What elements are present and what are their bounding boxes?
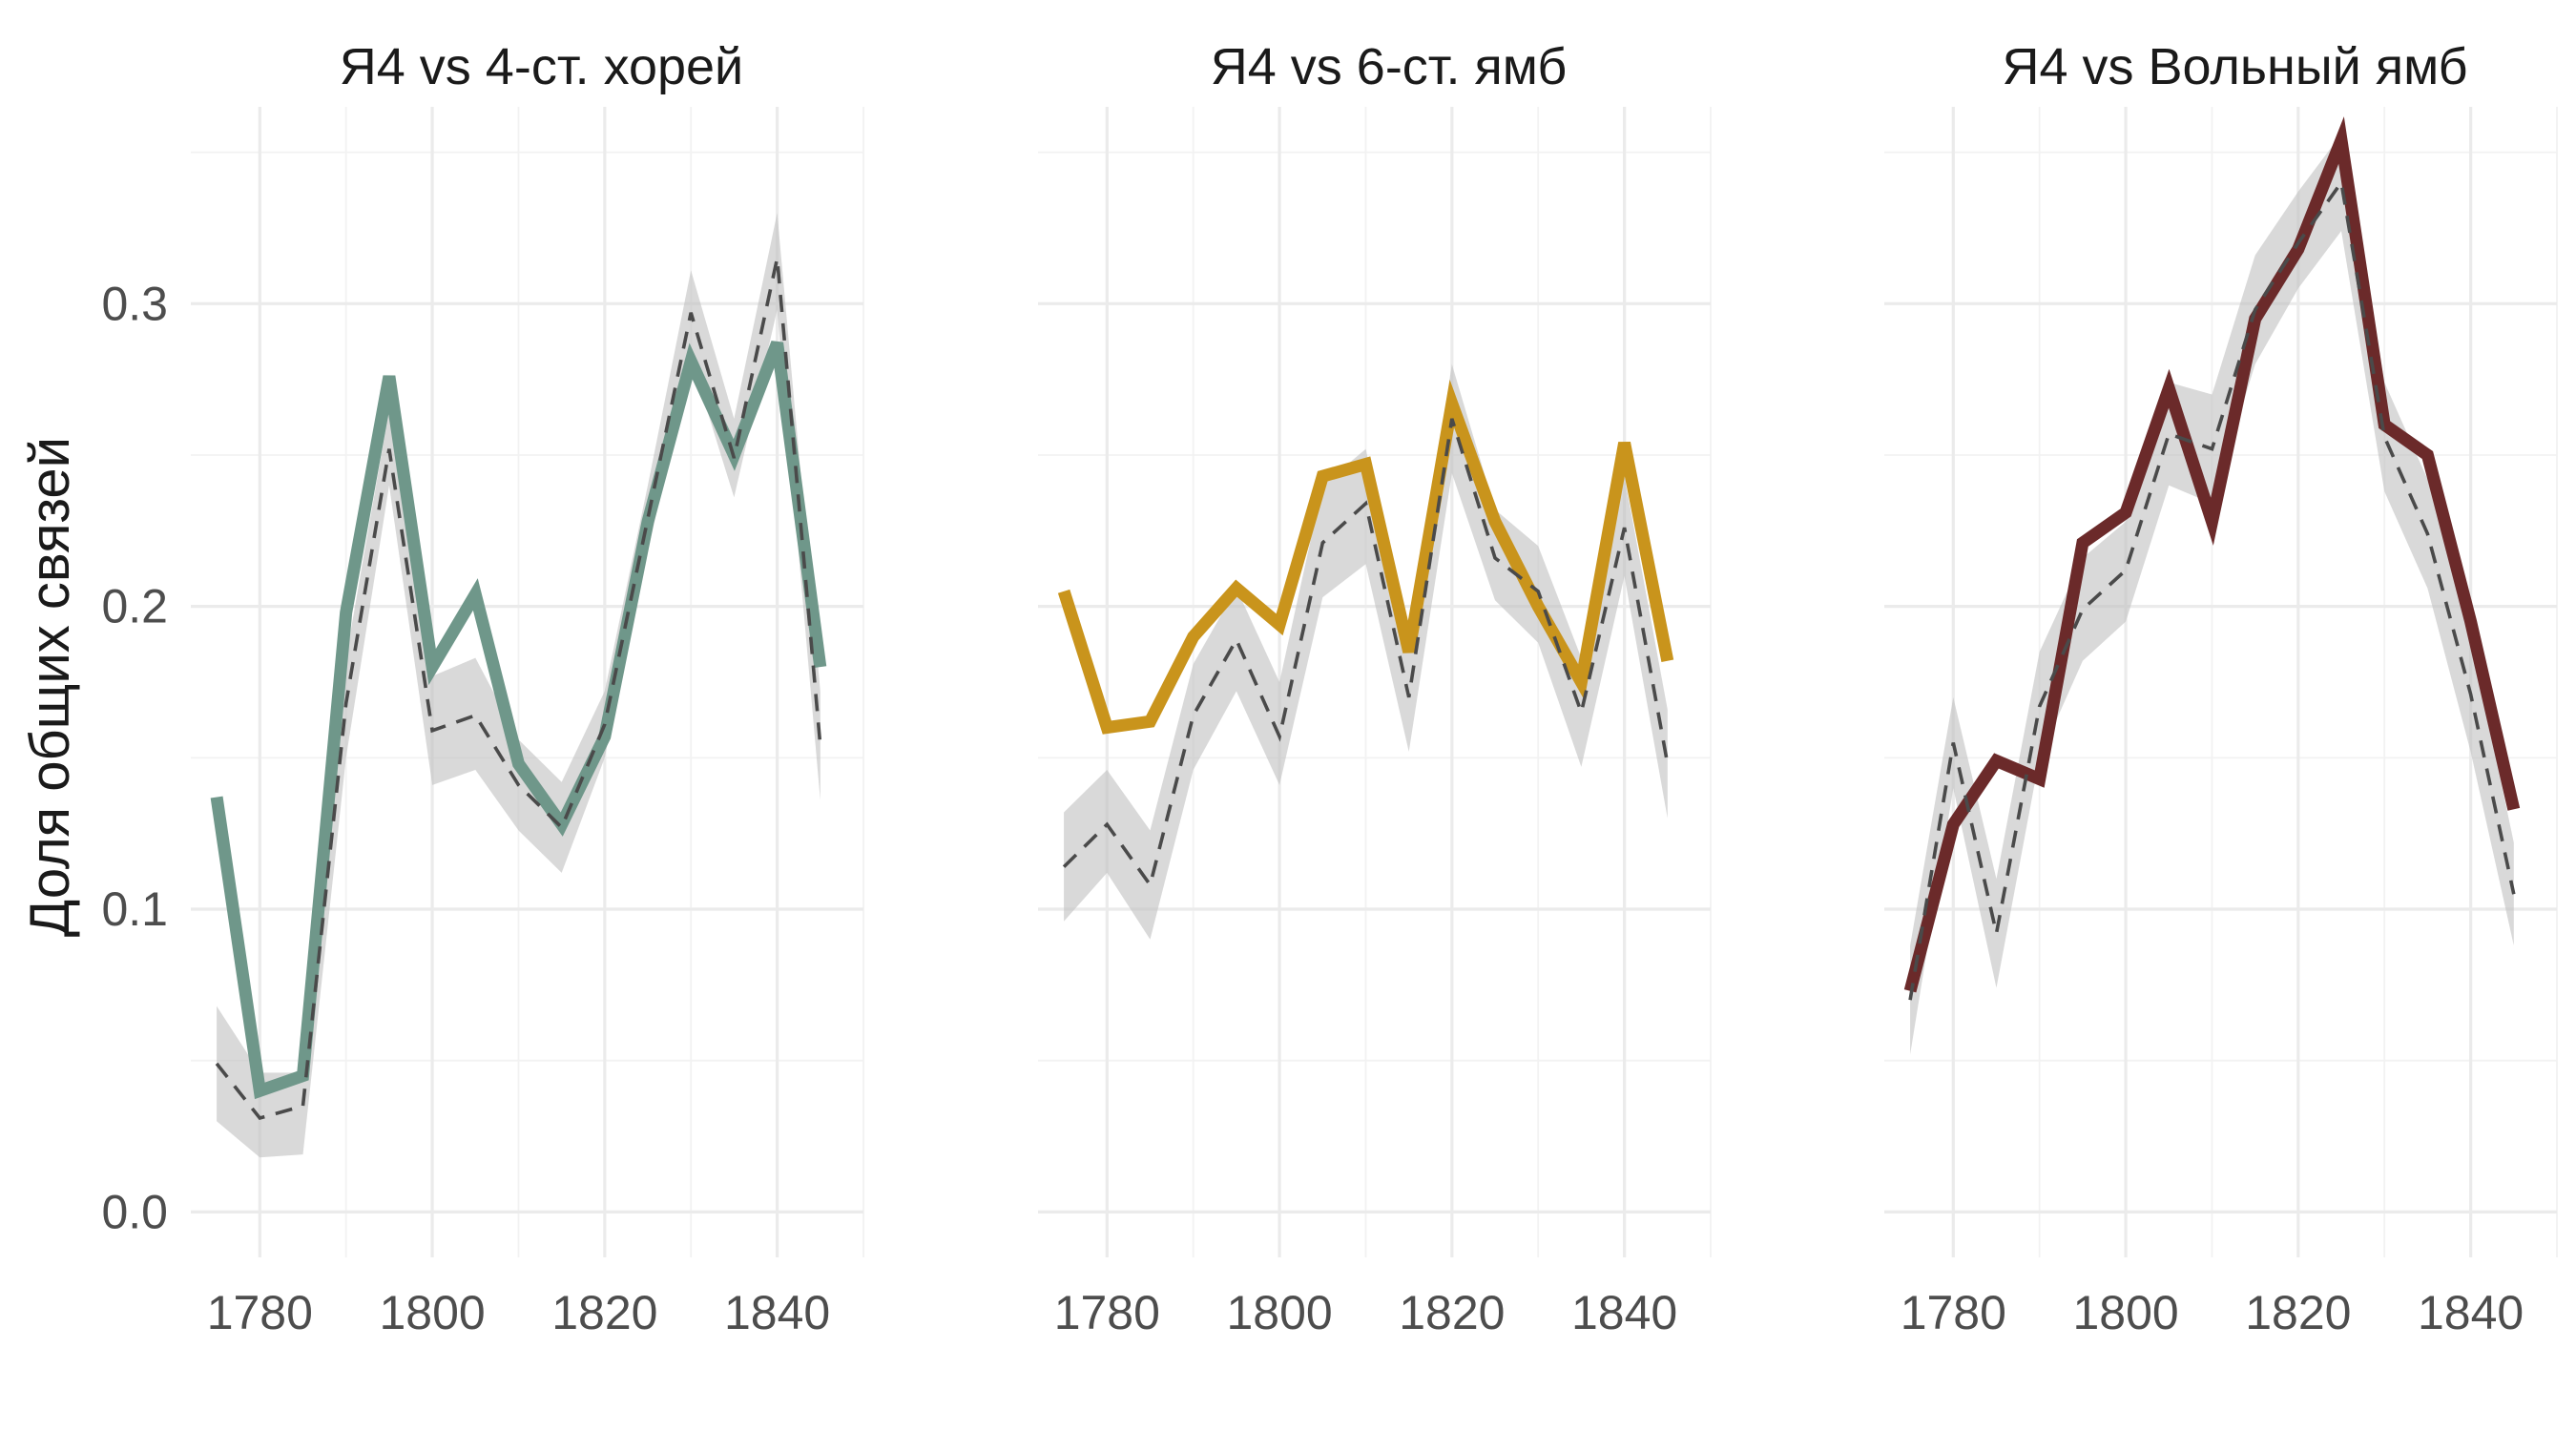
x-tick-label: 1780 <box>1901 1286 2006 1339</box>
x-tick-label: 1820 <box>1399 1286 1505 1339</box>
x-tick-label: 1820 <box>551 1286 657 1339</box>
x-tick-label: 1800 <box>2072 1286 2178 1339</box>
panel-title: Я4 vs Вольный ямб <box>2002 38 2467 95</box>
x-tick-label: 1780 <box>207 1286 313 1339</box>
y-tick-label: 0.1 <box>101 882 168 936</box>
y-tick-label: 0.0 <box>101 1185 168 1238</box>
observed-line <box>1057 379 1674 735</box>
observed-line <box>1903 116 2521 993</box>
panel-2: Я4 vs 6-ст. ямб 1780 1800 1820 1840 <box>1038 38 1712 1339</box>
y-axis-label: Доля общих связей <box>19 437 81 937</box>
expected-line <box>1062 418 1670 889</box>
x-tick-label: 1800 <box>379 1286 485 1339</box>
expected-line <box>1908 177 2516 1001</box>
panel-3: Я4 vs Вольный ямб 1780 1800 1820 1840 <box>1884 38 2558 1339</box>
x-tick-label: 1840 <box>724 1286 830 1339</box>
panel-title: Я4 vs 4-ст. хорей <box>340 38 743 95</box>
panel-1: Я4 vs 4-ст. хорей 1780 1800 1820 1840 0.0 0.1 0… <box>101 38 864 1339</box>
panel-title: Я4 vs 6-ст. ямб <box>1211 38 1568 95</box>
expected-line <box>215 258 822 1121</box>
y-tick-label: 0.2 <box>101 580 168 633</box>
x-tick-label: 1820 <box>2245 1286 2351 1339</box>
observed-line <box>210 341 827 1100</box>
panels: Я4 vs 4-ст. хорей 1780 1800 1820 1840 0.0 0.1 0… <box>101 38 2558 1339</box>
x-tick-label: 1840 <box>1571 1286 1677 1339</box>
x-tick-label: 1800 <box>1226 1286 1332 1339</box>
y-tick-label: 0.3 <box>101 277 168 330</box>
x-tick-label: 1780 <box>1054 1286 1160 1339</box>
x-tick-label: 1840 <box>2418 1286 2524 1339</box>
